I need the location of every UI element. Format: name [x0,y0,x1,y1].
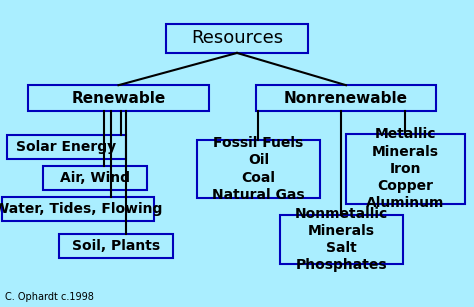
FancyBboxPatch shape [197,140,320,198]
FancyBboxPatch shape [346,134,465,204]
Text: Resources: Resources [191,29,283,47]
Text: Metallic
Minerals
Iron
Copper
Aluminum: Metallic Minerals Iron Copper Aluminum [366,127,445,211]
FancyBboxPatch shape [28,85,209,111]
FancyBboxPatch shape [59,234,173,258]
FancyBboxPatch shape [166,24,308,53]
Text: Air, Wind: Air, Wind [60,171,130,185]
Text: Fossil Fuels
Oil
Coal
Natural Gas: Fossil Fuels Oil Coal Natural Gas [212,136,305,202]
FancyBboxPatch shape [256,85,436,111]
FancyBboxPatch shape [43,166,147,190]
Text: Nonrenewable: Nonrenewable [284,91,408,106]
Text: Solar Energy: Solar Energy [16,140,117,154]
FancyBboxPatch shape [280,215,403,264]
Text: Water, Tides, Flowing: Water, Tides, Flowing [0,202,163,216]
FancyBboxPatch shape [2,197,154,221]
Text: Renewable: Renewable [72,91,165,106]
Text: Soil, Plants: Soil, Plants [72,239,160,253]
FancyBboxPatch shape [7,135,126,159]
Text: Nonmetallic
Minerals
Salt
Phosphates: Nonmetallic Minerals Salt Phosphates [295,207,388,272]
Text: C. Ophardt c.1998: C. Ophardt c.1998 [5,292,93,302]
